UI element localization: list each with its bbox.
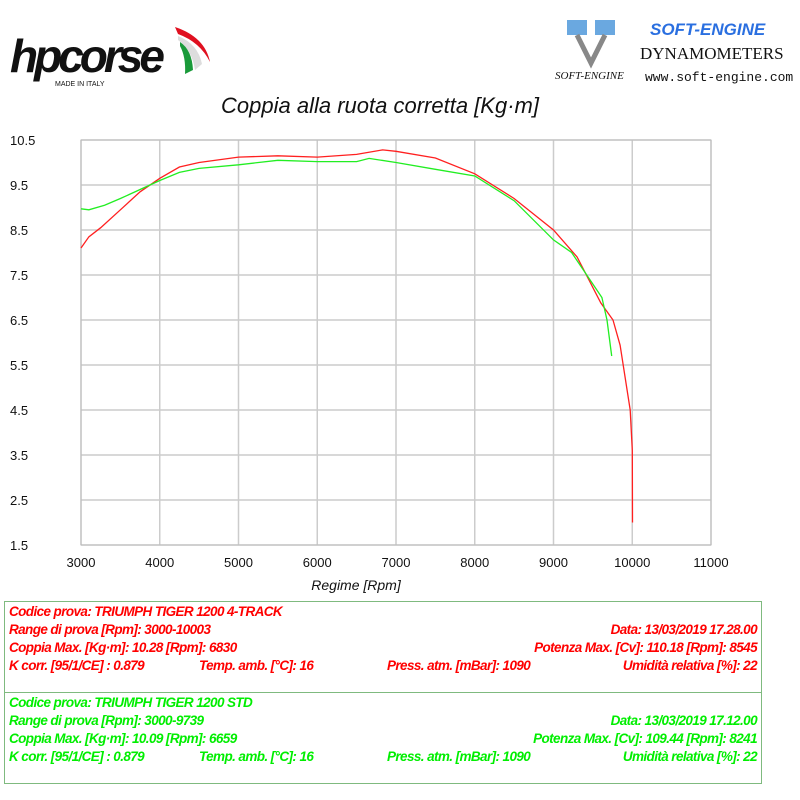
x-tick-label: 4000 [145, 555, 174, 570]
potenza-max: Potenza Max. [Cv]: 110.18 [Rpm]: 8545 [534, 640, 757, 655]
run-info-box-2: Codice prova: TRIUMPH TIGER 1200 STD Ran… [4, 692, 762, 784]
k-corr: K corr. [95/1/CE] : 0.879 [9, 658, 145, 673]
torque-chart: 3000 4000 5000 6000 7000 8000 9000 10000 11000 10… [10, 133, 729, 593]
run-info-box-1: Codice prova: TRIUMPH TIGER 1200 4-TRACK… [4, 601, 762, 693]
y-tick-label: 7.5 [10, 268, 28, 283]
data-prova: Data: 13/03/2019 17.12.00 [610, 713, 758, 728]
press-atm: Press. atm. [mBar]: 1090 [387, 749, 531, 764]
x-axis-label: Regime [Rpm] [311, 577, 402, 593]
codice-prova: Codice prova: TRIUMPH TIGER 1200 STD [9, 695, 253, 710]
coppia-max: Coppia Max. [Kg·m]: 10.09 [Rpm]: 6659 [9, 731, 237, 746]
x-tick-label: 5000 [224, 555, 253, 570]
temp-amb: Temp. amb. [°C]: 16 [199, 658, 314, 673]
range-prova: Range di prova [Rpm]: 3000-9739 [9, 713, 204, 728]
temp-amb: Temp. amb. [°C]: 16 [199, 749, 314, 764]
y-tick-label: 4.5 [10, 403, 28, 418]
soft-engine-logo: SOFT-ENGINE DYNAMOMETERS SOFT-ENGINE www… [555, 20, 793, 85]
svg-text:hpcorse: hpcorse [10, 30, 164, 82]
x-tick-label: 9000 [539, 555, 568, 570]
y-tick-label: 2.5 [10, 493, 28, 508]
press-atm: Press. atm. [mBar]: 1090 [387, 658, 531, 673]
y-tick-label: 6.5 [10, 313, 28, 328]
y-tick-label: 3.5 [10, 448, 28, 463]
y-tick-label: 5.5 [10, 358, 28, 373]
umidita: Umidità relativa [%]: 22 [622, 749, 758, 764]
k-corr: K corr. [95/1/CE] : 0.879 [9, 749, 145, 764]
data-prova: Data: 13/03/2019 17.28.00 [610, 622, 758, 637]
umidita: Umidità relativa [%]: 22 [622, 658, 758, 673]
x-tick-label: 11000 [693, 555, 728, 570]
coppia-max: Coppia Max. [Kg·m]: 10.28 [Rpm]: 6830 [9, 640, 237, 655]
svg-text:www.soft-engine.com: www.soft-engine.com [645, 70, 793, 85]
svg-text:SOFT-ENGINE: SOFT-ENGINE [650, 20, 766, 39]
series-line-1 [80, 149, 634, 523]
y-tick-label: 9.5 [10, 178, 28, 193]
y-tick-label: 10.5 [10, 133, 35, 148]
hpcorse-logo: hpcorse MADE IN ITALY [10, 27, 210, 88]
y-tick-label: 1.5 [10, 538, 28, 553]
chart-title: Coppia alla ruota corretta [Kg·m] [221, 93, 539, 118]
y-tick-label: 8.5 [10, 223, 28, 238]
potenza-max: Potenza Max. [Cv]: 109.44 [Rpm]: 8241 [533, 731, 757, 746]
x-tick-label: 8000 [460, 555, 489, 570]
range-prova: Range di prova [Rpm]: 3000-10003 [9, 622, 211, 637]
svg-text:MADE IN ITALY: MADE IN ITALY [55, 81, 105, 88]
svg-text:SOFT-ENGINE: SOFT-ENGINE [555, 70, 624, 82]
x-tick-label: 3000 [67, 555, 96, 570]
x-tick-label: 10000 [614, 555, 650, 570]
plot-frame [80, 139, 712, 546]
svg-text:DYNAMOMETERS: DYNAMOMETERS [640, 44, 784, 63]
codice-prova: Codice prova: TRIUMPH TIGER 1200 4-TRACK [9, 604, 283, 619]
series-line-2 [80, 157, 613, 357]
x-tick-label: 7000 [382, 555, 411, 570]
x-tick-label: 6000 [303, 555, 332, 570]
